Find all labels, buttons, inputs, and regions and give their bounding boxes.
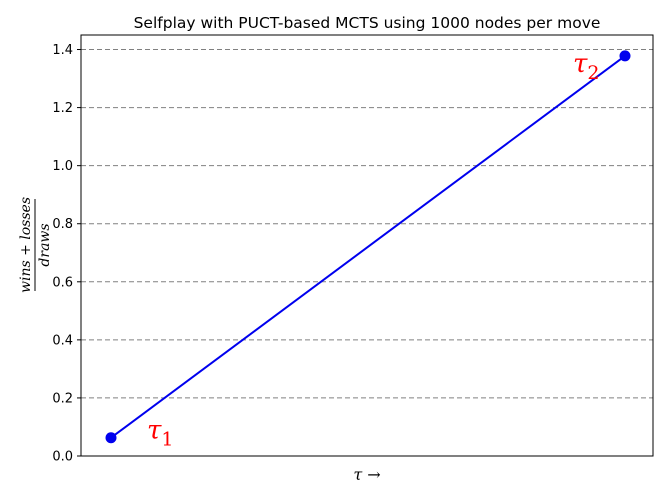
- series: [105, 50, 631, 444]
- y-axis-label: wins + losses draws: [18, 197, 53, 293]
- y-tick-label: 0.2: [52, 391, 73, 406]
- y-tick-label: 0.0: [52, 450, 73, 465]
- y-tick-label: 0.6: [52, 275, 73, 290]
- plot-frame: [80, 34, 654, 457]
- data-point: [105, 432, 117, 444]
- y-tick-label: 1.2: [52, 101, 73, 116]
- y-tick-label: 1.4: [52, 43, 73, 58]
- y-axis-label-numerator: wins + losses: [18, 197, 34, 293]
- annotations: τ1 τ2: [147, 49, 599, 451]
- y-tick-label: 0.4: [52, 333, 73, 348]
- series-line: [110, 55, 626, 439]
- x-axis-label: τ →: [353, 465, 380, 484]
- annotation-label: τ1: [147, 416, 173, 451]
- data-point: [619, 50, 631, 62]
- chart-title: Selfplay with PUCT-based MCTS using 1000…: [134, 14, 601, 32]
- y-axis-ticks: 0.0 0.2 0.4 0.6 0.8 1.0 1.2 1.4: [52, 43, 81, 465]
- y-axis-label-denominator: draws: [37, 223, 53, 266]
- y-tick-label: 1.0: [52, 159, 73, 174]
- annotation-label: τ2: [573, 49, 599, 84]
- y-tick-label: 0.8: [52, 217, 73, 232]
